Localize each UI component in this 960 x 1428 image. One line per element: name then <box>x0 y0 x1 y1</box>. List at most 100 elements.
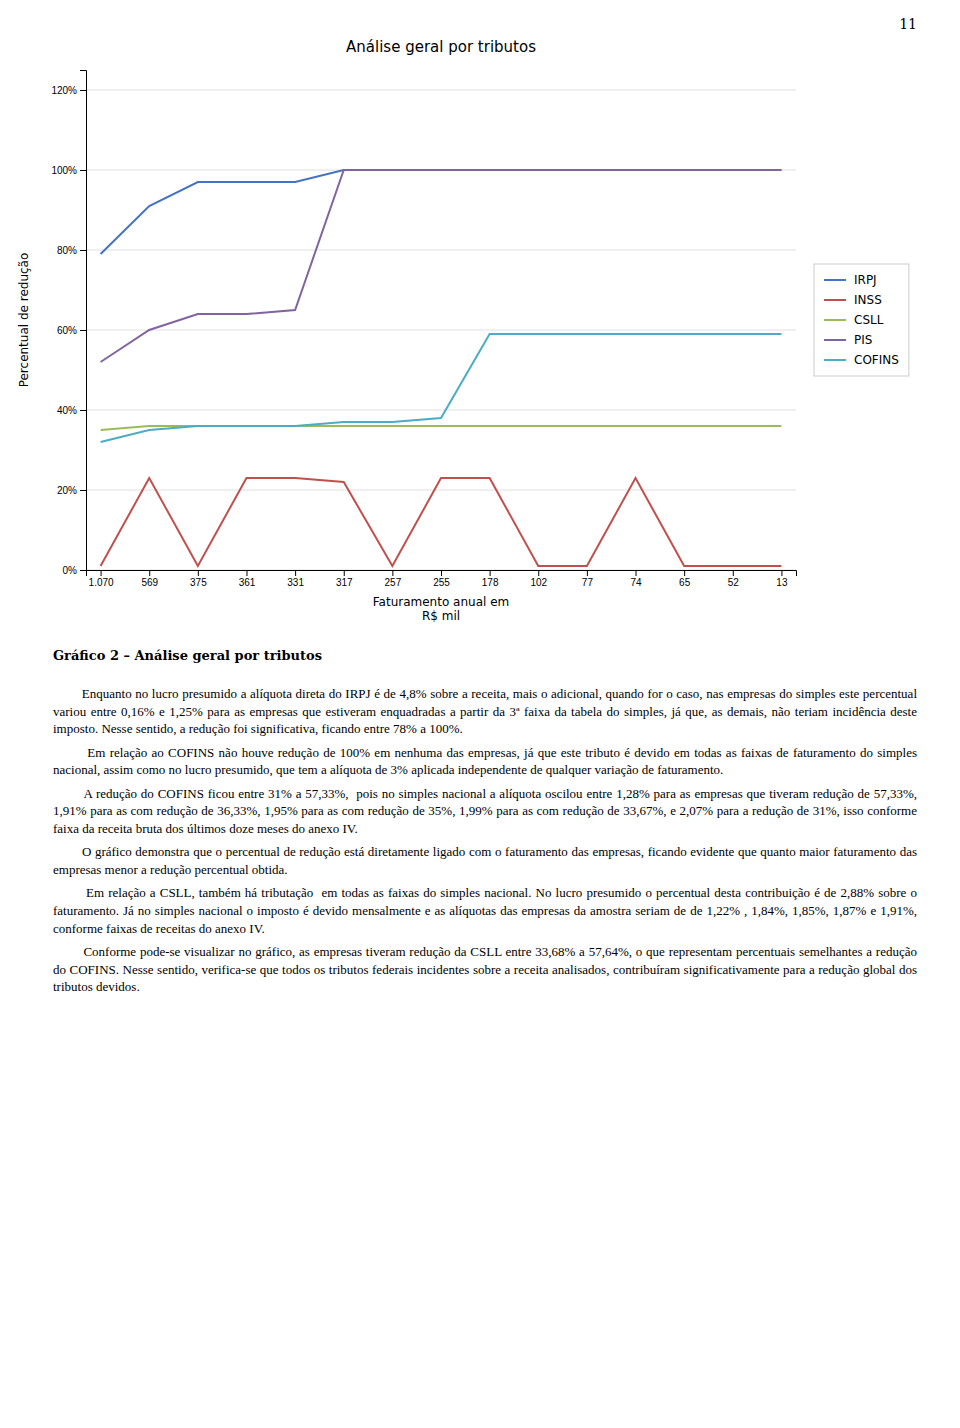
x-tick-mark <box>441 570 442 576</box>
x-tick: 77 <box>582 570 594 588</box>
y-tick: 0% <box>63 565 86 576</box>
body-paragraph: Em relação ao COFINS não houve redução d… <box>53 744 917 779</box>
legend-item: INSS <box>824 293 882 307</box>
legend-frame <box>814 264 909 376</box>
y-tick-label: 80% <box>57 245 77 256</box>
x-tick-label: 569 <box>141 577 158 588</box>
x-tick-label: 52 <box>728 577 740 588</box>
y-tick-label: 40% <box>57 405 77 416</box>
x-tick: 74 <box>630 570 642 588</box>
legend-label: INSS <box>854 293 882 307</box>
x-tick: 65 <box>679 570 691 588</box>
x-tick-label: 102 <box>530 577 547 588</box>
legend-label: CSLL <box>854 313 884 327</box>
chart: 0% 20% 40% 60% 80% 100% 120% 1.070 569 375 361 331 3… <box>0 0 960 640</box>
y-tick-mark <box>80 90 86 91</box>
legend-item: COFINS <box>824 353 899 367</box>
grid-line <box>86 330 796 331</box>
x-tick-mark <box>636 570 637 576</box>
x-tick: 317 <box>336 570 353 588</box>
grid-line <box>86 490 796 491</box>
chart-title: Análise geral por tributos <box>346 38 536 56</box>
y-tick-mark <box>80 570 86 571</box>
x-tick-mark <box>101 570 102 576</box>
grid-line <box>86 250 796 251</box>
x-tick-mark <box>392 570 393 576</box>
x-tick: 13 <box>776 570 788 588</box>
x-tick-label: 13 <box>776 577 788 588</box>
y-axis: 0% 20% 40% 60% 80% 100% 120% <box>51 71 86 576</box>
x-tick: 257 <box>385 570 402 588</box>
x-tick-label: 1.070 <box>89 577 114 588</box>
x-tick-mark <box>246 570 247 576</box>
legend-swatch <box>824 339 846 341</box>
caption: Gráfico 2 – Análise geral por tributos <box>53 648 907 663</box>
x-axis-title: Faturamento anual emR$ mil <box>373 595 509 623</box>
y-axis-line <box>80 71 87 571</box>
x-axis: 1.070 569 375 361 331 317 257 255 178 102 77 74 65 52… <box>87 570 797 588</box>
y-tick-mark <box>80 410 86 411</box>
y-tick: 60% <box>57 325 86 336</box>
x-tick-label: 361 <box>239 577 256 588</box>
legend-item: PIS <box>824 333 872 347</box>
x-tick: 178 <box>482 570 499 588</box>
x-axis-title-line: R$ mil <box>422 609 460 623</box>
x-tick: 255 <box>433 570 450 588</box>
y-tick-mark <box>80 250 86 251</box>
x-tick: 102 <box>530 570 547 588</box>
x-tick: 52 <box>728 570 740 588</box>
x-tick-mark <box>344 570 345 576</box>
x-tick-mark <box>684 570 685 576</box>
y-tick: 80% <box>57 245 86 256</box>
body-paragraph: Em relação a CSLL, também há tributação … <box>53 884 917 937</box>
y-tick-label: 60% <box>57 325 77 336</box>
page: 11 0% 20% 40% 60% 80% 100% 120% 1.070 569 375 361 3… <box>0 0 960 1428</box>
x-tick-mark <box>149 570 150 576</box>
y-tick-mark <box>80 490 86 491</box>
x-tick: 331 <box>287 570 304 588</box>
legend-item: CSLL <box>824 313 884 327</box>
x-axis-line <box>87 571 797 577</box>
x-tick-mark <box>490 570 491 576</box>
y-tick-mark <box>80 330 86 331</box>
grid <box>86 90 796 570</box>
legend-label: PIS <box>854 333 872 347</box>
x-tick-mark <box>781 570 782 576</box>
legend-item: IRPJ <box>824 273 877 287</box>
x-tick-label: 77 <box>582 577 594 588</box>
series-lines <box>101 170 782 566</box>
y-tick-label: 0% <box>63 565 78 576</box>
grid-line <box>86 410 796 411</box>
y-tick-label: 100% <box>51 165 77 176</box>
y-tick: 100% <box>51 165 86 176</box>
x-tick-mark <box>198 570 199 576</box>
legend-swatch <box>824 299 846 301</box>
body-paragraph: Conforme pode-se visualizar no gráfico, … <box>53 943 917 996</box>
page-number: 11 <box>899 16 917 32</box>
legend-swatch <box>824 319 846 321</box>
body-text: Enquanto no lucro presumido a alíquota d… <box>53 685 917 996</box>
x-tick-mark <box>733 570 734 576</box>
x-tick-label: 65 <box>679 577 691 588</box>
plot: 0% 20% 40% 60% 80% 100% 120% 1.070 569 375 361 331 3… <box>51 71 796 589</box>
series-line <box>101 478 782 566</box>
chart-svg: 0% 20% 40% 60% 80% 100% 120% 1.070 569 375 361 331 3… <box>0 0 960 640</box>
x-tick-label: 375 <box>190 577 207 588</box>
x-tick-mark <box>538 570 539 576</box>
y-tick-label: 20% <box>57 485 77 496</box>
x-tick-label: 178 <box>482 577 499 588</box>
body-paragraph: O gráfico demonstra que o percentual de … <box>53 843 917 878</box>
x-axis-title-line: Faturamento anual em <box>373 595 509 609</box>
legend-swatch <box>824 359 846 361</box>
body-paragraph: A redução do COFINS ficou entre 31% a 57… <box>53 785 917 838</box>
grid-line <box>86 90 796 91</box>
body-paragraph: Enquanto no lucro presumido a alíquota d… <box>53 685 917 738</box>
legend-label: COFINS <box>854 353 899 367</box>
x-tick-label: 331 <box>287 577 304 588</box>
x-tick-mark <box>587 570 588 576</box>
y-tick: 40% <box>57 405 86 416</box>
y-tick: 120% <box>51 85 86 96</box>
y-tick: 20% <box>57 485 86 496</box>
y-tick-label: 120% <box>51 85 77 96</box>
legend-label: IRPJ <box>854 273 877 287</box>
